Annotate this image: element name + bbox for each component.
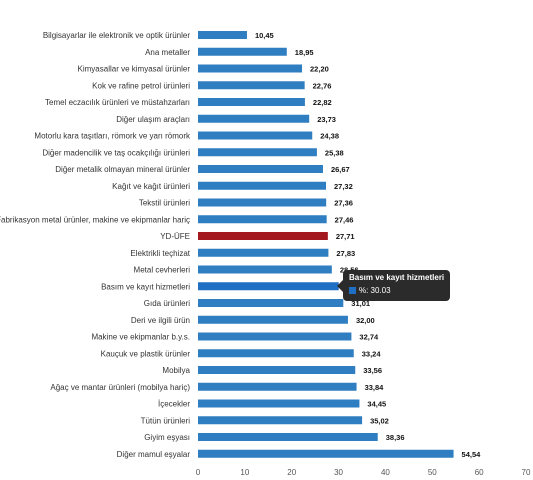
- category-label: Diğer ulaşım araçları: [116, 115, 190, 124]
- bar[interactable]: [198, 299, 344, 307]
- bar[interactable]: [198, 114, 310, 123]
- category-label: YD-ÜFE: [160, 232, 190, 241]
- category-label: Basım ve kayıt hizmetleri: [101, 282, 190, 291]
- bar[interactable]: [198, 181, 327, 190]
- data-label: 10,45: [255, 31, 274, 40]
- bar[interactable]: [198, 349, 354, 358]
- data-label: 54,54: [462, 450, 482, 459]
- category-label: Deri ve ilgili ürün: [131, 316, 190, 325]
- bar[interactable]: [198, 366, 356, 374]
- data-label: 27,46: [335, 215, 354, 224]
- x-tick-label: 60: [475, 468, 484, 477]
- data-label: 27,71: [336, 232, 355, 241]
- bar[interactable]: [198, 433, 378, 441]
- bar[interactable]: [198, 248, 329, 257]
- data-label: 33,84: [365, 383, 385, 392]
- category-label: Temel eczacılık ürünleri ve müstahzarlar…: [45, 98, 190, 107]
- bar[interactable]: [198, 232, 328, 240]
- data-label: 22,76: [313, 81, 332, 90]
- bar[interactable]: [198, 215, 327, 224]
- category-label: Kauçuk ve plastik ürünler: [101, 349, 191, 358]
- data-label: 23,73: [317, 115, 336, 124]
- category-label: Giyim eşyası: [144, 433, 190, 442]
- category-label: Kok ve rafine petrol ürünleri: [92, 81, 190, 90]
- x-tick-label: 50: [428, 468, 437, 477]
- bar[interactable]: [198, 399, 360, 408]
- bar[interactable]: [198, 198, 327, 207]
- bar[interactable]: [198, 148, 317, 157]
- bar[interactable]: [198, 165, 323, 173]
- bar[interactable]: [198, 449, 454, 458]
- data-label: 31,01: [351, 299, 370, 308]
- data-label: 27,32: [334, 182, 353, 191]
- category-label: Diğer madencilik ve taş ocakçılığı ürünl…: [42, 148, 190, 157]
- bars-group: Bilgisayarlar ile elektronik ve optik ür…: [0, 31, 481, 459]
- x-tick-label: 0: [196, 468, 201, 477]
- category-label: Ağaç ve mantar ürünleri (mobilya hariç): [50, 383, 190, 392]
- category-label: Tekstil ürünleri: [139, 199, 190, 208]
- category-label: Bilgisayarlar ile elektronik ve optik ür…: [43, 31, 191, 40]
- category-label: Tütün ürünleri: [141, 416, 191, 425]
- bar[interactable]: [198, 282, 339, 291]
- x-tick-label: 40: [381, 468, 390, 477]
- data-label: 22,82: [313, 98, 332, 107]
- data-label: 18,95: [295, 48, 314, 57]
- category-label: Makine ve ekipmanlar b.y.s.: [91, 333, 190, 342]
- data-label: 32,74: [359, 333, 379, 342]
- bar[interactable]: [198, 332, 352, 341]
- bar[interactable]: [198, 98, 305, 106]
- category-label: Kimyasallar ve kimyasal ürünler: [78, 65, 191, 74]
- data-label: 38,36: [386, 433, 405, 442]
- data-label: 27,36: [334, 199, 353, 208]
- data-label: 26,67: [331, 165, 350, 174]
- tooltip-value: %: 30.03: [359, 286, 391, 295]
- bar[interactable]: [198, 81, 305, 90]
- x-tick-label: 30: [334, 468, 343, 477]
- bar[interactable]: [198, 382, 357, 391]
- bar[interactable]: [198, 265, 332, 274]
- category-label: Ana metaller: [145, 48, 190, 57]
- category-label: Mobilya: [162, 366, 190, 375]
- category-label: Metal cevherleri: [134, 266, 191, 275]
- category-label: Diğer metalik olmayan mineral ürünler: [55, 165, 190, 174]
- hover-tooltip: Basım ve kayıt hizmetleri %: 30.03: [337, 270, 450, 301]
- bar[interactable]: [198, 131, 313, 140]
- tooltip-swatch: [349, 287, 356, 294]
- data-label: 24,38: [320, 132, 339, 141]
- data-label: 33,24: [362, 349, 382, 358]
- bar[interactable]: [198, 416, 363, 425]
- x-tick-label: 20: [287, 468, 296, 477]
- bar[interactable]: [198, 315, 348, 324]
- category-label: Diğer mamul eşyalar: [117, 450, 191, 459]
- data-label: 25,38: [325, 148, 344, 157]
- category-label: Motorlu kara taşıtları, römork ve yarı r…: [34, 132, 191, 141]
- data-label: 32,00: [356, 316, 375, 325]
- data-label: 22,20: [310, 65, 329, 74]
- data-label: 33,56: [363, 366, 382, 375]
- bar[interactable]: [198, 31, 247, 39]
- category-label: Fabrikasyon metal ürünler, makine ve eki…: [0, 215, 190, 224]
- category-label: Kağıt ve kağıt ürünleri: [112, 182, 190, 191]
- x-tick-label: 10: [240, 468, 249, 477]
- data-label: 35,02: [370, 416, 389, 425]
- category-label: Gıda ürünleri: [144, 299, 190, 308]
- category-label: Elektrikli teçhizat: [130, 249, 190, 258]
- x-tick-label: 70: [522, 468, 531, 477]
- x-axis: 0 10 20 30 40 50 60 70: [196, 468, 531, 477]
- bar[interactable]: [198, 64, 303, 73]
- data-label: 34,45: [367, 400, 386, 409]
- category-label: İçecekler: [158, 400, 190, 409]
- bar[interactable]: [198, 47, 287, 56]
- tooltip-row: %: 30.03: [349, 286, 444, 295]
- data-label: 27,83: [336, 249, 355, 258]
- tooltip-title: Basım ve kayıt hizmetleri: [349, 273, 445, 282]
